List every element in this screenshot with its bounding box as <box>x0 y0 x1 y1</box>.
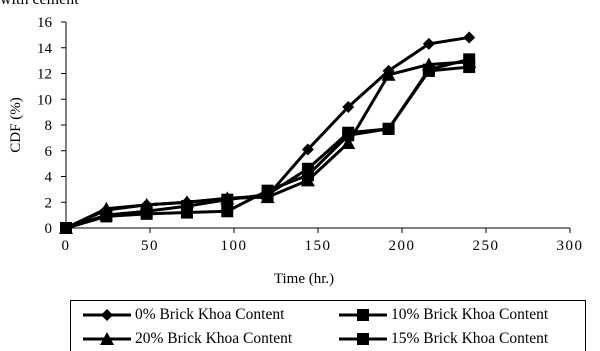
x-tick-label: 300 <box>557 238 584 254</box>
data-point <box>301 169 314 182</box>
legend-item-3: 15% Brick Khoa Content <box>339 327 548 351</box>
y-tick-label: 10 <box>37 92 52 108</box>
series-layer <box>59 31 477 234</box>
legend-item-2: 20% Brick Khoa Content <box>83 327 292 351</box>
x-axis-label: Time (hr.) <box>274 271 334 287</box>
x-tick-label: 50 <box>141 238 159 254</box>
y-tick-label: 4 <box>45 170 53 186</box>
caption-fragment: with cement <box>0 0 79 9</box>
legend-label-0: 0% Brick Khoa Content <box>135 306 285 323</box>
y-tick-label: 0 <box>45 221 53 237</box>
y-axis-label: CDF (%) <box>8 97 24 152</box>
series-3 <box>60 61 476 234</box>
y-tick-label: 8 <box>45 118 53 134</box>
y-tick-labels: 0 2 4 6 8 10 12 14 16 <box>37 15 53 237</box>
data-point <box>60 222 72 234</box>
cdf-line-chart: 0 50 100 150 200 250 300 0 2 4 6 8 10 12 14 16 Time (h… <box>8 15 584 287</box>
data-point <box>341 136 356 150</box>
series-0 <box>60 31 476 234</box>
data-point <box>220 191 235 205</box>
x-tick-label: 150 <box>305 238 332 254</box>
legend-item-1: 10% Brick Khoa Content <box>339 303 548 327</box>
legend-triangle-marker-icon <box>83 332 131 345</box>
legend-item-0: 0% Brick Khoa Content <box>83 303 284 327</box>
series-2 <box>59 54 477 234</box>
data-point <box>179 195 194 209</box>
x-tick-label: 250 <box>473 238 500 254</box>
data-point <box>139 197 154 211</box>
data-point <box>422 64 435 77</box>
data-point <box>342 100 355 113</box>
series-line <box>65 65 470 230</box>
x-tick-label: 100 <box>221 238 248 254</box>
data-point <box>221 205 234 218</box>
data-point <box>381 67 396 81</box>
data-point <box>463 61 476 74</box>
legend: 0% Brick Khoa Content 10% Brick Khoa Con… <box>70 300 586 351</box>
legend-label-2: 20% Brick Khoa Content <box>135 330 293 347</box>
data-point <box>140 207 153 220</box>
data-point <box>100 210 113 223</box>
legend-label-1: 10% Brick Khoa Content <box>391 306 549 323</box>
legend-label-3: 15% Brick Khoa Content <box>391 330 549 347</box>
y-tick-label: 12 <box>37 67 52 83</box>
legend-diamond-marker-icon <box>83 309 131 321</box>
y-tick-label: 6 <box>45 144 53 160</box>
data-point <box>261 184 274 197</box>
data-point <box>301 143 314 156</box>
legend-square-marker-icon <box>339 309 387 321</box>
x-tick-labels: 0 50 100 150 200 250 300 <box>62 238 584 254</box>
data-point <box>342 129 355 142</box>
data-point <box>463 31 476 44</box>
y-tick-label: 16 <box>37 15 53 31</box>
y-tick-label: 2 <box>45 195 53 211</box>
x-tick-label: 0 <box>62 238 71 254</box>
data-point <box>422 37 435 50</box>
data-point <box>382 122 395 135</box>
data-point <box>180 206 193 219</box>
axes <box>61 21 571 233</box>
y-tick-label: 14 <box>37 41 53 57</box>
x-tick-label: 200 <box>389 238 416 254</box>
legend-square-marker-icon <box>339 333 387 345</box>
